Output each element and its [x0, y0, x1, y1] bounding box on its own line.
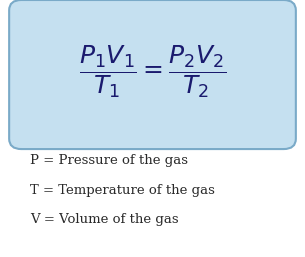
- Text: V = Volume of the gas: V = Volume of the gas: [30, 213, 179, 226]
- Text: T = Temperature of the gas: T = Temperature of the gas: [30, 184, 215, 197]
- Text: $\mathit{\dfrac{P_1 V_1}{T_1} = \dfrac{P_2 V_2}{T_2}}$: $\mathit{\dfrac{P_1 V_1}{T_1} = \dfrac{P…: [79, 44, 226, 100]
- Text: P = Pressure of the gas: P = Pressure of the gas: [30, 154, 188, 167]
- FancyBboxPatch shape: [9, 0, 296, 149]
